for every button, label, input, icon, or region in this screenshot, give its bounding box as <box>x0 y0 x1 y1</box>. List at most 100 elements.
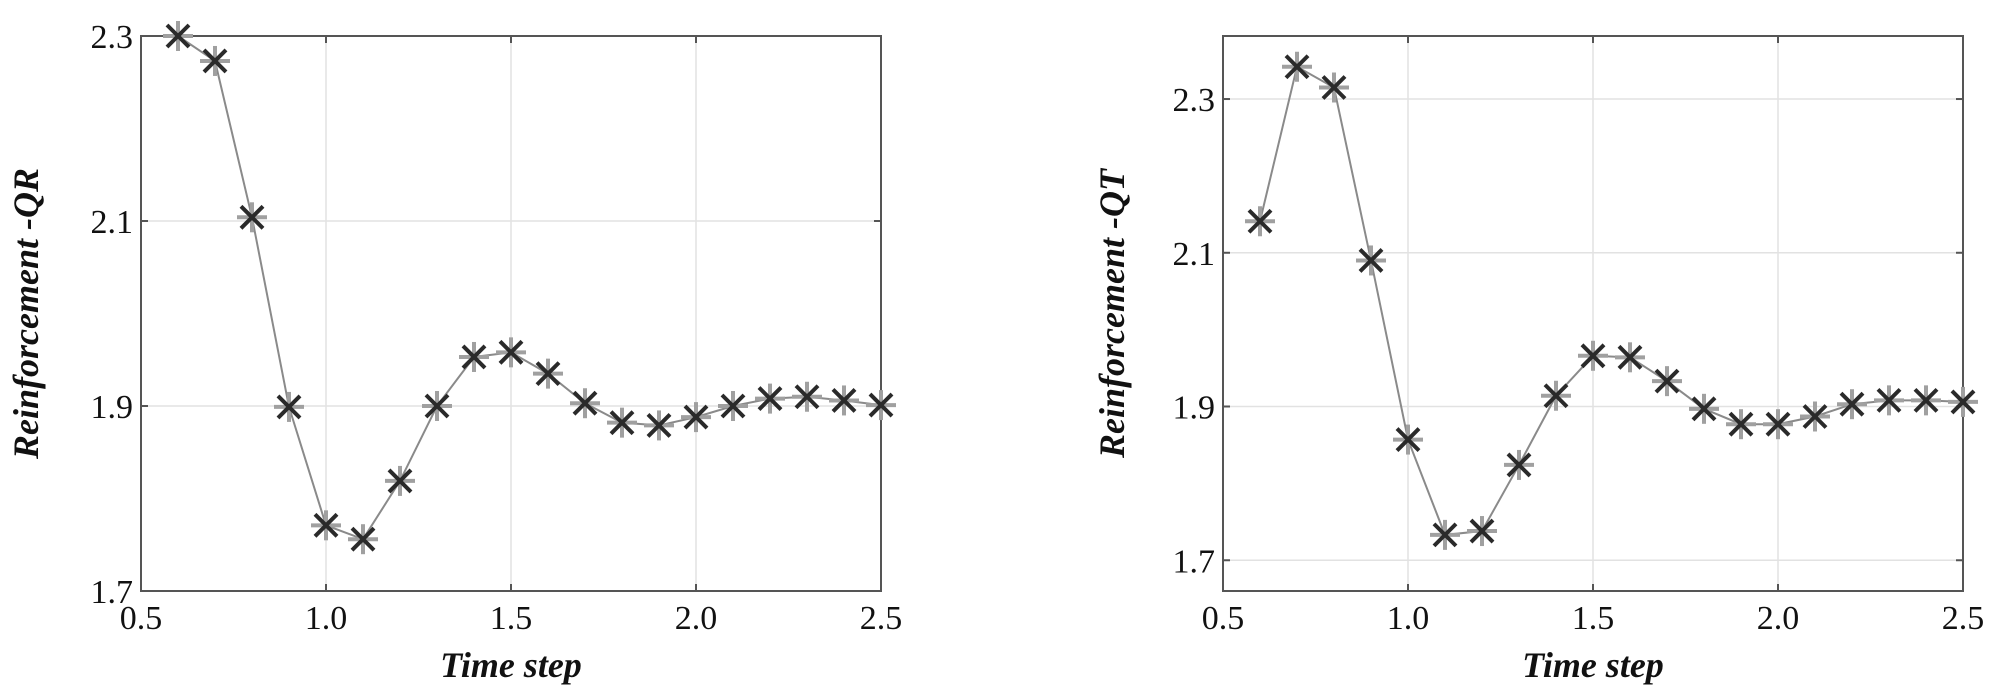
marker-x-b <box>1728 411 1754 437</box>
y-tick-label: 1.9 <box>91 389 134 426</box>
x-tick-label: 2.5 <box>1942 600 1985 637</box>
data-point-marker <box>348 524 378 555</box>
marker-x-b <box>239 204 265 230</box>
data-point-marker <box>311 510 341 541</box>
marker-x-b <box>1469 518 1495 544</box>
data-point-marker <box>422 391 452 421</box>
marker-x-b <box>1691 396 1717 422</box>
data-point-marker <box>1800 401 1830 432</box>
marker-x-b <box>1913 387 1939 413</box>
x-tick-label: 2.5 <box>860 600 903 637</box>
marker-x-b <box>1802 404 1828 429</box>
marker-x-b <box>609 410 635 436</box>
marker-x-b <box>1247 208 1273 234</box>
x-tick-label: 1.5 <box>1572 600 1615 637</box>
data-point-marker <box>1430 519 1460 550</box>
data-point-marker <box>1541 380 1571 411</box>
x-tick-label: 1.5 <box>490 600 533 637</box>
marker-x-b <box>572 390 598 416</box>
data-point-marker <box>866 390 896 421</box>
data-point-marker <box>1319 72 1349 103</box>
marker-x-b <box>868 392 894 418</box>
data-point-marker <box>1837 389 1867 420</box>
data-point-marker <box>829 385 859 416</box>
data-point-marker <box>607 407 637 438</box>
y-tick-label: 2.1 <box>91 204 134 241</box>
marker-x-b <box>1950 389 1976 415</box>
marker-x-b <box>1506 452 1532 478</box>
marker-x-b <box>1617 344 1643 370</box>
data-point-marker <box>792 381 822 412</box>
y-axis-label: Reinforcement -QR <box>6 168 46 460</box>
y-tick-label: 1.9 <box>1173 390 1216 427</box>
marker-x-b <box>757 386 783 412</box>
data-point-marker <box>1763 409 1793 440</box>
marker-x-b <box>831 388 857 413</box>
chart-1: 0.5 1.0 1.5 2.0 2.5 1.7 1.9 2.1 2.3 Time step Rein… <box>6 19 902 685</box>
marker-x-b <box>683 404 709 430</box>
data-point-marker <box>1726 409 1756 440</box>
y-tick-label: 1.7 <box>91 574 134 611</box>
data-point-marker <box>1504 449 1534 480</box>
x-tick-label: 1.0 <box>1387 600 1430 637</box>
x-tick-label: 2.0 <box>675 600 718 637</box>
x-tick-label: 0.5 <box>120 600 163 637</box>
chart-2: 0.5 1.0 1.5 2.0 2.5 1.7 1.9 2.1 2.3 Time step Rein… <box>1092 35 1985 685</box>
data-point-marker <box>1393 424 1423 455</box>
x-tick-label: 2.0 <box>1757 600 1800 637</box>
data-point-marker <box>496 337 526 368</box>
data-point-marker <box>274 391 304 422</box>
x-axis-label: Time step <box>1522 645 1664 685</box>
data-point-marker <box>644 410 674 441</box>
data-point-marker <box>718 391 748 421</box>
data-point-marker <box>1948 386 1978 417</box>
data-point-marker <box>163 21 193 51</box>
y-axis-label: Reinforcement -QT <box>1092 167 1132 459</box>
marker-x-b <box>461 344 487 370</box>
data-point-marker <box>385 465 415 496</box>
marker-x-b <box>202 48 228 74</box>
marker-x-b <box>387 468 413 494</box>
marker-x-b <box>1765 411 1791 437</box>
x-axis-label: Time step <box>440 645 582 685</box>
data-point-marker <box>237 202 267 233</box>
marker-x-b <box>794 384 820 410</box>
data-point-marker <box>1615 342 1645 373</box>
marker-x-b <box>1395 427 1421 452</box>
data-point-marker <box>1652 366 1682 397</box>
data-point-marker <box>1689 393 1719 424</box>
data-point-marker <box>1874 385 1904 416</box>
marker-x-b <box>165 23 191 49</box>
series-line <box>1259 65 1964 536</box>
marker-x-b <box>1580 343 1606 369</box>
data-point-marker <box>200 45 230 76</box>
y-tick-label: 1.7 <box>1173 543 1216 580</box>
data-point-marker <box>1467 516 1497 547</box>
y-tick-label: 2.1 <box>1173 236 1216 273</box>
x-tick-label: 1.0 <box>305 600 348 637</box>
marker-x-b <box>350 526 376 552</box>
x-tick-label: 0.5 <box>1202 600 1245 637</box>
data-point-marker <box>1245 206 1275 237</box>
marker-x-b <box>1432 522 1458 548</box>
marker-x-b <box>646 413 672 438</box>
data-point-marker <box>755 383 785 414</box>
marker-x-b <box>1358 248 1384 273</box>
marker-x-b <box>1321 75 1347 100</box>
data-point-marker <box>533 358 563 389</box>
data-point-marker <box>1356 245 1386 276</box>
marker-x-b <box>1654 368 1680 394</box>
marker-x-b <box>498 339 524 365</box>
marker-x-b <box>720 393 746 419</box>
data-point-marker <box>1578 340 1608 371</box>
marker-x-b <box>1284 54 1310 80</box>
marker-x-b <box>1839 391 1865 417</box>
marker-x-b <box>276 394 302 420</box>
marker-x-b <box>1543 383 1569 409</box>
marker-x-b <box>424 393 450 419</box>
series-line <box>177 35 882 541</box>
marker-x-b <box>313 512 339 538</box>
y-tick-label: 2.3 <box>91 19 134 56</box>
marker-x-b <box>1876 387 1902 413</box>
marker-x-b <box>535 361 561 387</box>
